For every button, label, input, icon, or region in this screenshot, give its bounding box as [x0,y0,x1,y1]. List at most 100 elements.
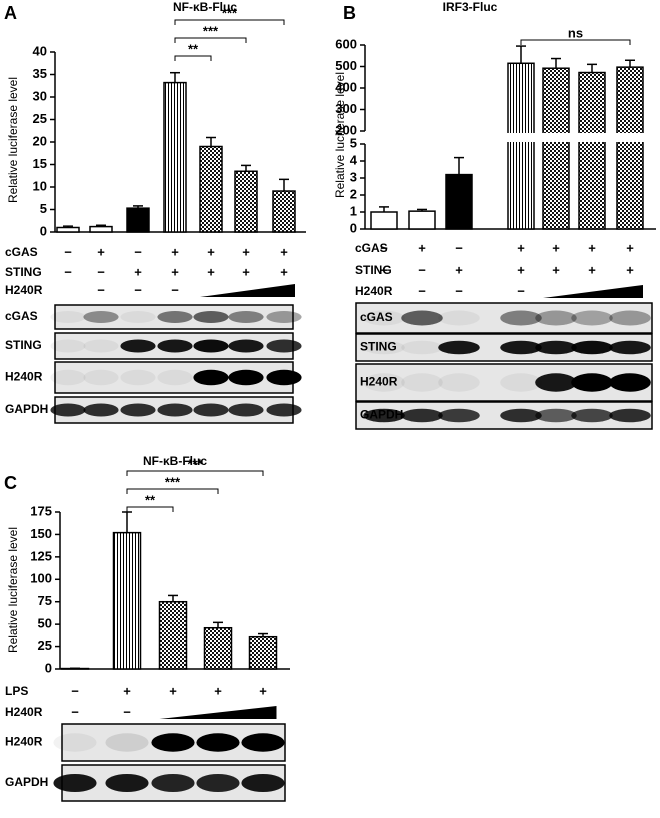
blot-band [438,373,480,392]
condition-mark: + [418,240,426,255]
y-tick-label: 10 [33,178,47,193]
blot-band [120,340,155,353]
blot-label: STING [5,338,42,352]
condition-mark: + [169,683,177,698]
blot-band [53,774,96,792]
y-tick-label: 0 [40,223,47,238]
blot-band [535,311,577,326]
condition-mark: − [123,704,131,719]
blot-band [151,774,194,792]
blot-label: H240R [5,370,43,384]
condition-mark: + [242,244,250,259]
blot-band [157,340,192,353]
bar [543,68,569,229]
condition-mark: + [123,683,131,698]
condition-label: STING [5,265,42,279]
bar [90,227,112,232]
y-tick-label: 200 [335,122,357,137]
blot-label: H240R [5,735,43,749]
blot-band [609,409,651,423]
blot-band [571,373,613,392]
y-tick-label: 2 [350,186,357,201]
blot-label: STING [360,340,397,354]
blot-band [105,774,148,792]
blot-band [193,311,228,323]
bar [127,208,149,232]
y-tick-label: 600 [335,36,357,51]
blot-band [83,404,118,417]
dose-ramp [160,706,277,719]
significance-bracket [175,56,211,61]
blot-band [50,370,85,386]
condition-mark: + [552,262,560,277]
blot-band [266,370,301,386]
bar [579,73,605,229]
blot-band [193,370,228,386]
blot-band [571,341,613,355]
y-axis-label: Relative luciferase level [6,527,20,653]
blot-band [120,404,155,417]
y-tick-label: 400 [335,79,357,94]
bar [508,63,534,229]
condition-mark: − [418,283,426,298]
y-tick-label: 125 [30,548,52,563]
condition-mark: + [171,244,179,259]
blot-band [83,340,118,353]
blot-band [83,370,118,386]
condition-mark: + [207,264,215,279]
blot-band [157,370,192,386]
blot-band [50,340,85,353]
condition-mark: − [455,283,463,298]
significance-label: *** [222,5,238,20]
condition-mark: − [97,282,105,297]
blot-band [571,311,613,326]
condition-mark: − [171,282,179,297]
y-tick-label: 4 [350,152,358,167]
condition-mark: + [517,262,525,277]
bar [160,602,187,669]
blot-band [401,409,443,423]
blot-band [266,311,301,323]
blot-band [196,733,239,752]
y-tick-label: 5 [40,201,47,216]
blot-label: GAPDH [5,775,48,789]
blot-label: GAPDH [360,408,403,422]
y-tick-label: 40 [33,43,47,58]
blot-band [241,774,284,792]
condition-mark: + [171,264,179,279]
blot-label: H240R [360,375,398,389]
condition-mark: + [280,264,288,279]
y-tick-label: 25 [38,638,52,653]
condition-mark: − [134,282,142,297]
condition-mark: + [552,240,560,255]
blot-band [228,370,263,386]
y-tick-label: 20 [33,133,47,148]
condition-mark: − [517,283,525,298]
y-axis-label: Relative luciferase level [6,77,20,203]
condition-label: H240R [5,283,43,297]
y-tick-label: 500 [335,58,357,73]
blot-band [196,774,239,792]
significance-bracket [127,489,218,494]
condition-mark: − [418,262,426,277]
blot-band [401,341,443,355]
condition-mark: − [71,704,79,719]
significance-label: *** [187,456,203,471]
panel-letter: B [343,3,356,23]
blot-band [571,409,613,423]
bar [164,83,186,232]
blot-band [438,311,480,326]
y-tick-label: 15 [33,156,47,171]
significance-bracket [175,20,284,25]
bar [57,228,79,233]
blot-band [151,733,194,752]
significance-bracket [127,471,263,476]
condition-mark: + [134,264,142,279]
condition-mark: + [242,264,250,279]
panel-letter: C [4,473,17,493]
blot-band [438,341,480,355]
panel-letter: A [4,3,17,23]
blot-band [157,404,192,417]
bar [371,212,397,229]
